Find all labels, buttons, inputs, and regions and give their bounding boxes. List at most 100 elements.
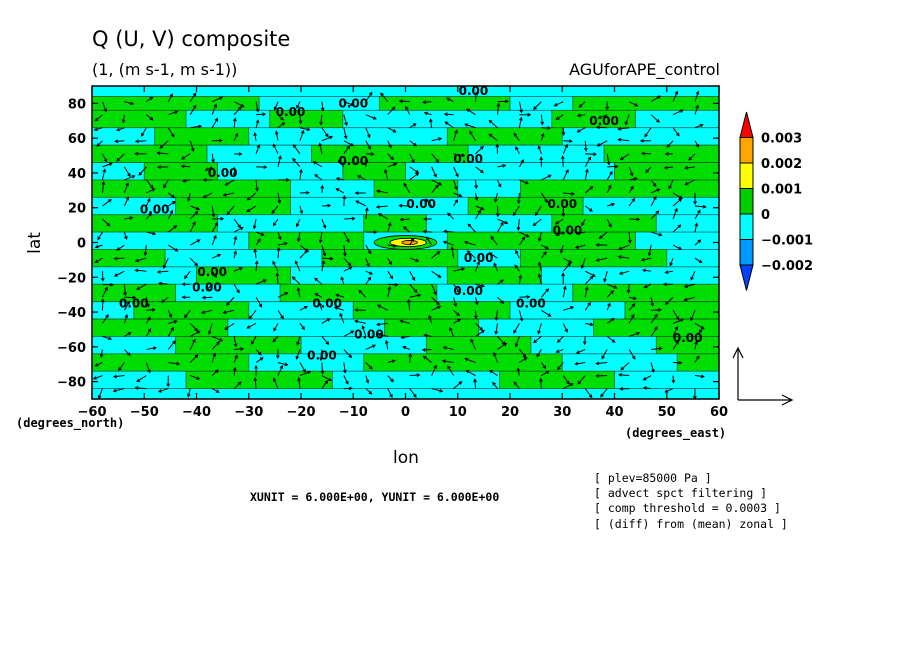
vector-arrow-512 [272, 143, 279, 155]
vector-arrow-388 [629, 217, 641, 222]
vector-arrow-119 [251, 336, 257, 345]
vector-arrow-328 [541, 244, 550, 250]
vector-arrow-418 [672, 198, 683, 207]
vector-arrow-639 [605, 101, 610, 111]
field-cell-11-4 [541, 266, 719, 285]
vector-arrow-550 [488, 133, 498, 142]
vector-arrow-171 [167, 310, 173, 318]
vector-arrow-128 [449, 327, 455, 337]
vector-arrow-389 [650, 210, 660, 220]
vector-arrow-12 [365, 388, 373, 395]
vector-arrow-149 [299, 323, 305, 331]
vector-arrow-60 [189, 354, 199, 363]
vector-arrow-341 [211, 221, 219, 233]
vector-arrow-317 [299, 244, 310, 252]
vector-arrow-330 [574, 244, 586, 249]
vector-arrow-409 [475, 205, 485, 211]
vector-arrow-205 [296, 287, 301, 298]
field-cell-5-1 [144, 162, 218, 180]
vector-arrow-144 [189, 323, 199, 332]
vector-arrow-448 [101, 168, 107, 181]
vector-arrow-613 [650, 114, 660, 123]
field-cell-12-1 [175, 284, 281, 302]
vector-arrow-422 [146, 188, 156, 194]
vector-arrow-133 [556, 336, 564, 343]
contour-label-17: 0.00 [516, 296, 546, 310]
vector-arrow-307 [694, 257, 703, 264]
vector-arrow-346 [318, 231, 323, 244]
vector-arrow-541 [299, 129, 305, 141]
vector-arrow-94 [319, 349, 324, 362]
field-cell-7-0 [92, 197, 176, 215]
vector-arrow-47 [516, 367, 521, 376]
vector-arrow-553 [563, 139, 573, 144]
vector-arrow-631 [422, 100, 432, 105]
vector-arrow-517 [387, 153, 395, 161]
vector-arrow-443 [606, 184, 612, 194]
vector-arrow-173 [201, 309, 213, 315]
vector-arrow-500 [628, 166, 634, 177]
vector-arrow-297 [466, 250, 476, 259]
vector-arrow-130 [497, 336, 506, 346]
vector-arrow-275 [603, 271, 608, 283]
vector-arrow-592 [189, 104, 197, 115]
field-cell-5-2 [217, 162, 343, 180]
vector-arrow-530 [664, 152, 674, 156]
vector-arrow-431 [335, 188, 345, 194]
vector-arrow-464 [453, 179, 458, 191]
vector-arrow-461 [384, 168, 389, 181]
vector-arrow-32 [190, 375, 201, 380]
field-cell-6-1 [290, 179, 375, 198]
vector-arrow-271 [514, 264, 520, 272]
field-cell-3-3 [447, 127, 563, 146]
vector-arrow-71 [422, 355, 432, 363]
vector-arrow-70 [408, 352, 413, 363]
vector-arrow-264 [365, 270, 374, 275]
vector-arrow-165 [650, 313, 658, 324]
vector-arrow-629 [380, 92, 389, 102]
vector-arrow-337 [123, 231, 128, 240]
vector-arrow-88 [189, 338, 196, 350]
vector-arrow-105 [555, 348, 564, 354]
vector-arrow-349 [387, 221, 392, 233]
vector-arrow-278 [664, 270, 674, 274]
vector-arrow-258 [233, 267, 243, 272]
field-cell-1-0 [92, 96, 260, 111]
field-cell-10-2 [321, 249, 458, 267]
vector-arrow-274 [585, 270, 596, 277]
vector-arrow-434 [403, 182, 411, 194]
vector-arrow-155 [428, 314, 433, 324]
vector-arrow-327 [518, 236, 526, 246]
field-cell-8-3 [426, 214, 552, 233]
vector-arrow-145 [207, 323, 213, 335]
vector-arrow-414 [584, 205, 593, 212]
vector-arrow-537 [212, 138, 223, 143]
vector-arrow-22 [584, 388, 593, 399]
vector-arrow-505 [116, 153, 125, 162]
vector-arrow-563 [167, 127, 175, 138]
vector-arrow-181 [377, 304, 388, 311]
vector-arrow-132 [533, 336, 542, 344]
vector-arrow-336 [97, 231, 103, 241]
vector-arrow-318 [321, 244, 327, 257]
vector-arrow-567 [255, 119, 260, 128]
vector-arrow-340 [189, 221, 196, 233]
field-cell-14-3 [478, 319, 594, 337]
vector-arrow-84 [99, 349, 104, 359]
vector-arrow-43 [431, 364, 437, 376]
vector-arrow-393 [123, 196, 130, 207]
vector-arrow-485 [292, 157, 301, 168]
vector-arrow-234 [314, 277, 323, 285]
vector-arrow-399 [246, 205, 257, 213]
vector-arrow-241 [475, 283, 486, 288]
y-tick-label-0: −80 [57, 376, 86, 391]
vector-arrow-75 [519, 357, 528, 363]
vector-arrow-141 [123, 314, 129, 324]
vector-arrow-182 [406, 298, 411, 311]
vector-arrow-449 [124, 175, 136, 181]
vector-arrow-628 [365, 91, 373, 102]
vector-arrow-237 [387, 282, 399, 287]
vector-arrow-367 [167, 209, 174, 220]
x-tick-label-7: 10 [449, 405, 467, 420]
vector-arrow-424 [186, 192, 191, 202]
